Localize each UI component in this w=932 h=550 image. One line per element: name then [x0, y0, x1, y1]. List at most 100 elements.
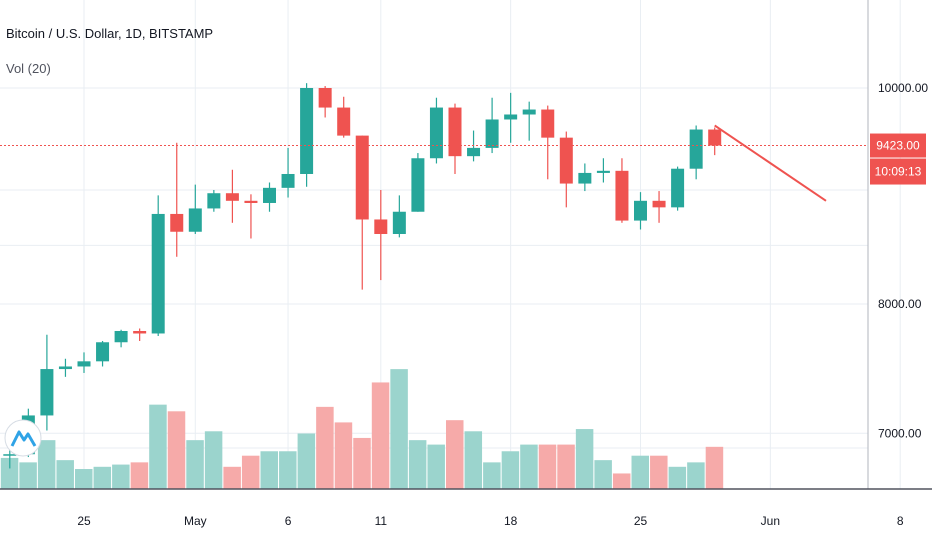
candle [318, 86, 332, 118]
volume-bar [56, 460, 74, 489]
candle [541, 105, 555, 180]
candle-body [504, 114, 518, 120]
candle [634, 192, 647, 230]
candle [429, 97, 443, 164]
volume-bar [93, 466, 112, 489]
volume-bar [668, 466, 687, 489]
candle [708, 127, 722, 156]
volume-bar [241, 455, 260, 489]
candle [411, 153, 425, 212]
volume-bar [316, 406, 334, 489]
volume-bar [223, 466, 241, 489]
candle [578, 163, 592, 192]
volume-bar [557, 444, 575, 489]
time-tick-label: 6 [285, 514, 292, 528]
time-tick-label: 18 [504, 514, 518, 528]
volume-bar [297, 433, 316, 489]
candle [58, 358, 72, 377]
candle-body [225, 193, 239, 201]
candle-body [541, 109, 555, 138]
candle-body [392, 211, 406, 234]
candle-body [58, 366, 72, 370]
trend-line [714, 124, 827, 202]
candle [355, 135, 369, 290]
candle [244, 194, 258, 239]
candle [263, 182, 276, 212]
volume-bar [520, 444, 538, 489]
time-tick-label: 25 [77, 514, 91, 528]
volume-bar [353, 437, 371, 489]
volume-bar [650, 455, 668, 489]
candle [392, 195, 406, 238]
volume-bar [279, 451, 297, 489]
candle-body [337, 107, 351, 136]
candle-body [207, 193, 221, 209]
volume-bar [575, 429, 594, 489]
symbol-title[interactable]: Bitcoin / U.S. Dollar, 1D, BITSTAMP [6, 26, 214, 41]
volume-bar [483, 462, 501, 489]
candle-body [634, 200, 647, 221]
volume-bar [112, 464, 130, 489]
candle-body [374, 219, 388, 234]
candle [522, 101, 536, 141]
candle [615, 158, 629, 223]
tradingview-logo-icon[interactable] [4, 419, 42, 457]
candle [3, 449, 17, 469]
volume-bar [204, 431, 223, 489]
candle-body [652, 200, 666, 208]
candle-body [578, 172, 592, 184]
candle [485, 97, 499, 154]
candle-body [429, 107, 443, 159]
volume-bar [334, 422, 353, 489]
candle [448, 103, 462, 174]
volume-bar [0, 457, 19, 489]
candle [671, 166, 685, 211]
volume-bar [37, 440, 56, 489]
candle-body [485, 119, 499, 148]
candle [300, 83, 314, 187]
price-tick-label: 10000.00 [878, 81, 928, 95]
price-tick-label: 7000.00 [878, 426, 922, 440]
price-tick-label: 8000.00 [878, 297, 922, 311]
candles [3, 83, 722, 469]
candle-body [263, 187, 276, 203]
time-tick-label: 8 [897, 514, 904, 528]
volume-bar [130, 462, 149, 489]
candle-body [96, 342, 110, 362]
candle [96, 340, 110, 367]
volume-bar [371, 382, 390, 489]
volume-indicator-label[interactable]: Vol (20) [6, 61, 51, 76]
candle [374, 189, 388, 281]
candle [40, 334, 54, 431]
candle [596, 158, 610, 183]
candle-body [689, 129, 703, 169]
candle-body [708, 129, 722, 146]
candle [281, 147, 295, 198]
countdown-tag [870, 158, 926, 185]
candle [652, 191, 666, 223]
volume-bar [427, 444, 445, 489]
candle-body [355, 135, 369, 220]
logo-mark [10, 430, 37, 447]
candle [689, 125, 703, 180]
candle-body [151, 213, 165, 334]
volume-bar [594, 460, 612, 489]
candle [337, 96, 351, 138]
candle-body [170, 213, 184, 232]
candle-body [114, 330, 128, 343]
time-tick-label: May [184, 514, 207, 528]
volume-bar [501, 451, 520, 489]
volume-bar [260, 451, 278, 489]
candle-body [467, 147, 481, 157]
candle [225, 169, 239, 223]
candle-body [40, 369, 54, 416]
last-price-value: 9423.00 [876, 139, 920, 153]
countdown-value: 10:09:13 [875, 165, 922, 179]
time-tick-label: 25 [634, 514, 648, 528]
candle [207, 189, 221, 212]
candle-body [281, 173, 295, 188]
time-tick-label: 11 [375, 514, 388, 528]
candle [170, 142, 184, 257]
candle [133, 328, 147, 341]
